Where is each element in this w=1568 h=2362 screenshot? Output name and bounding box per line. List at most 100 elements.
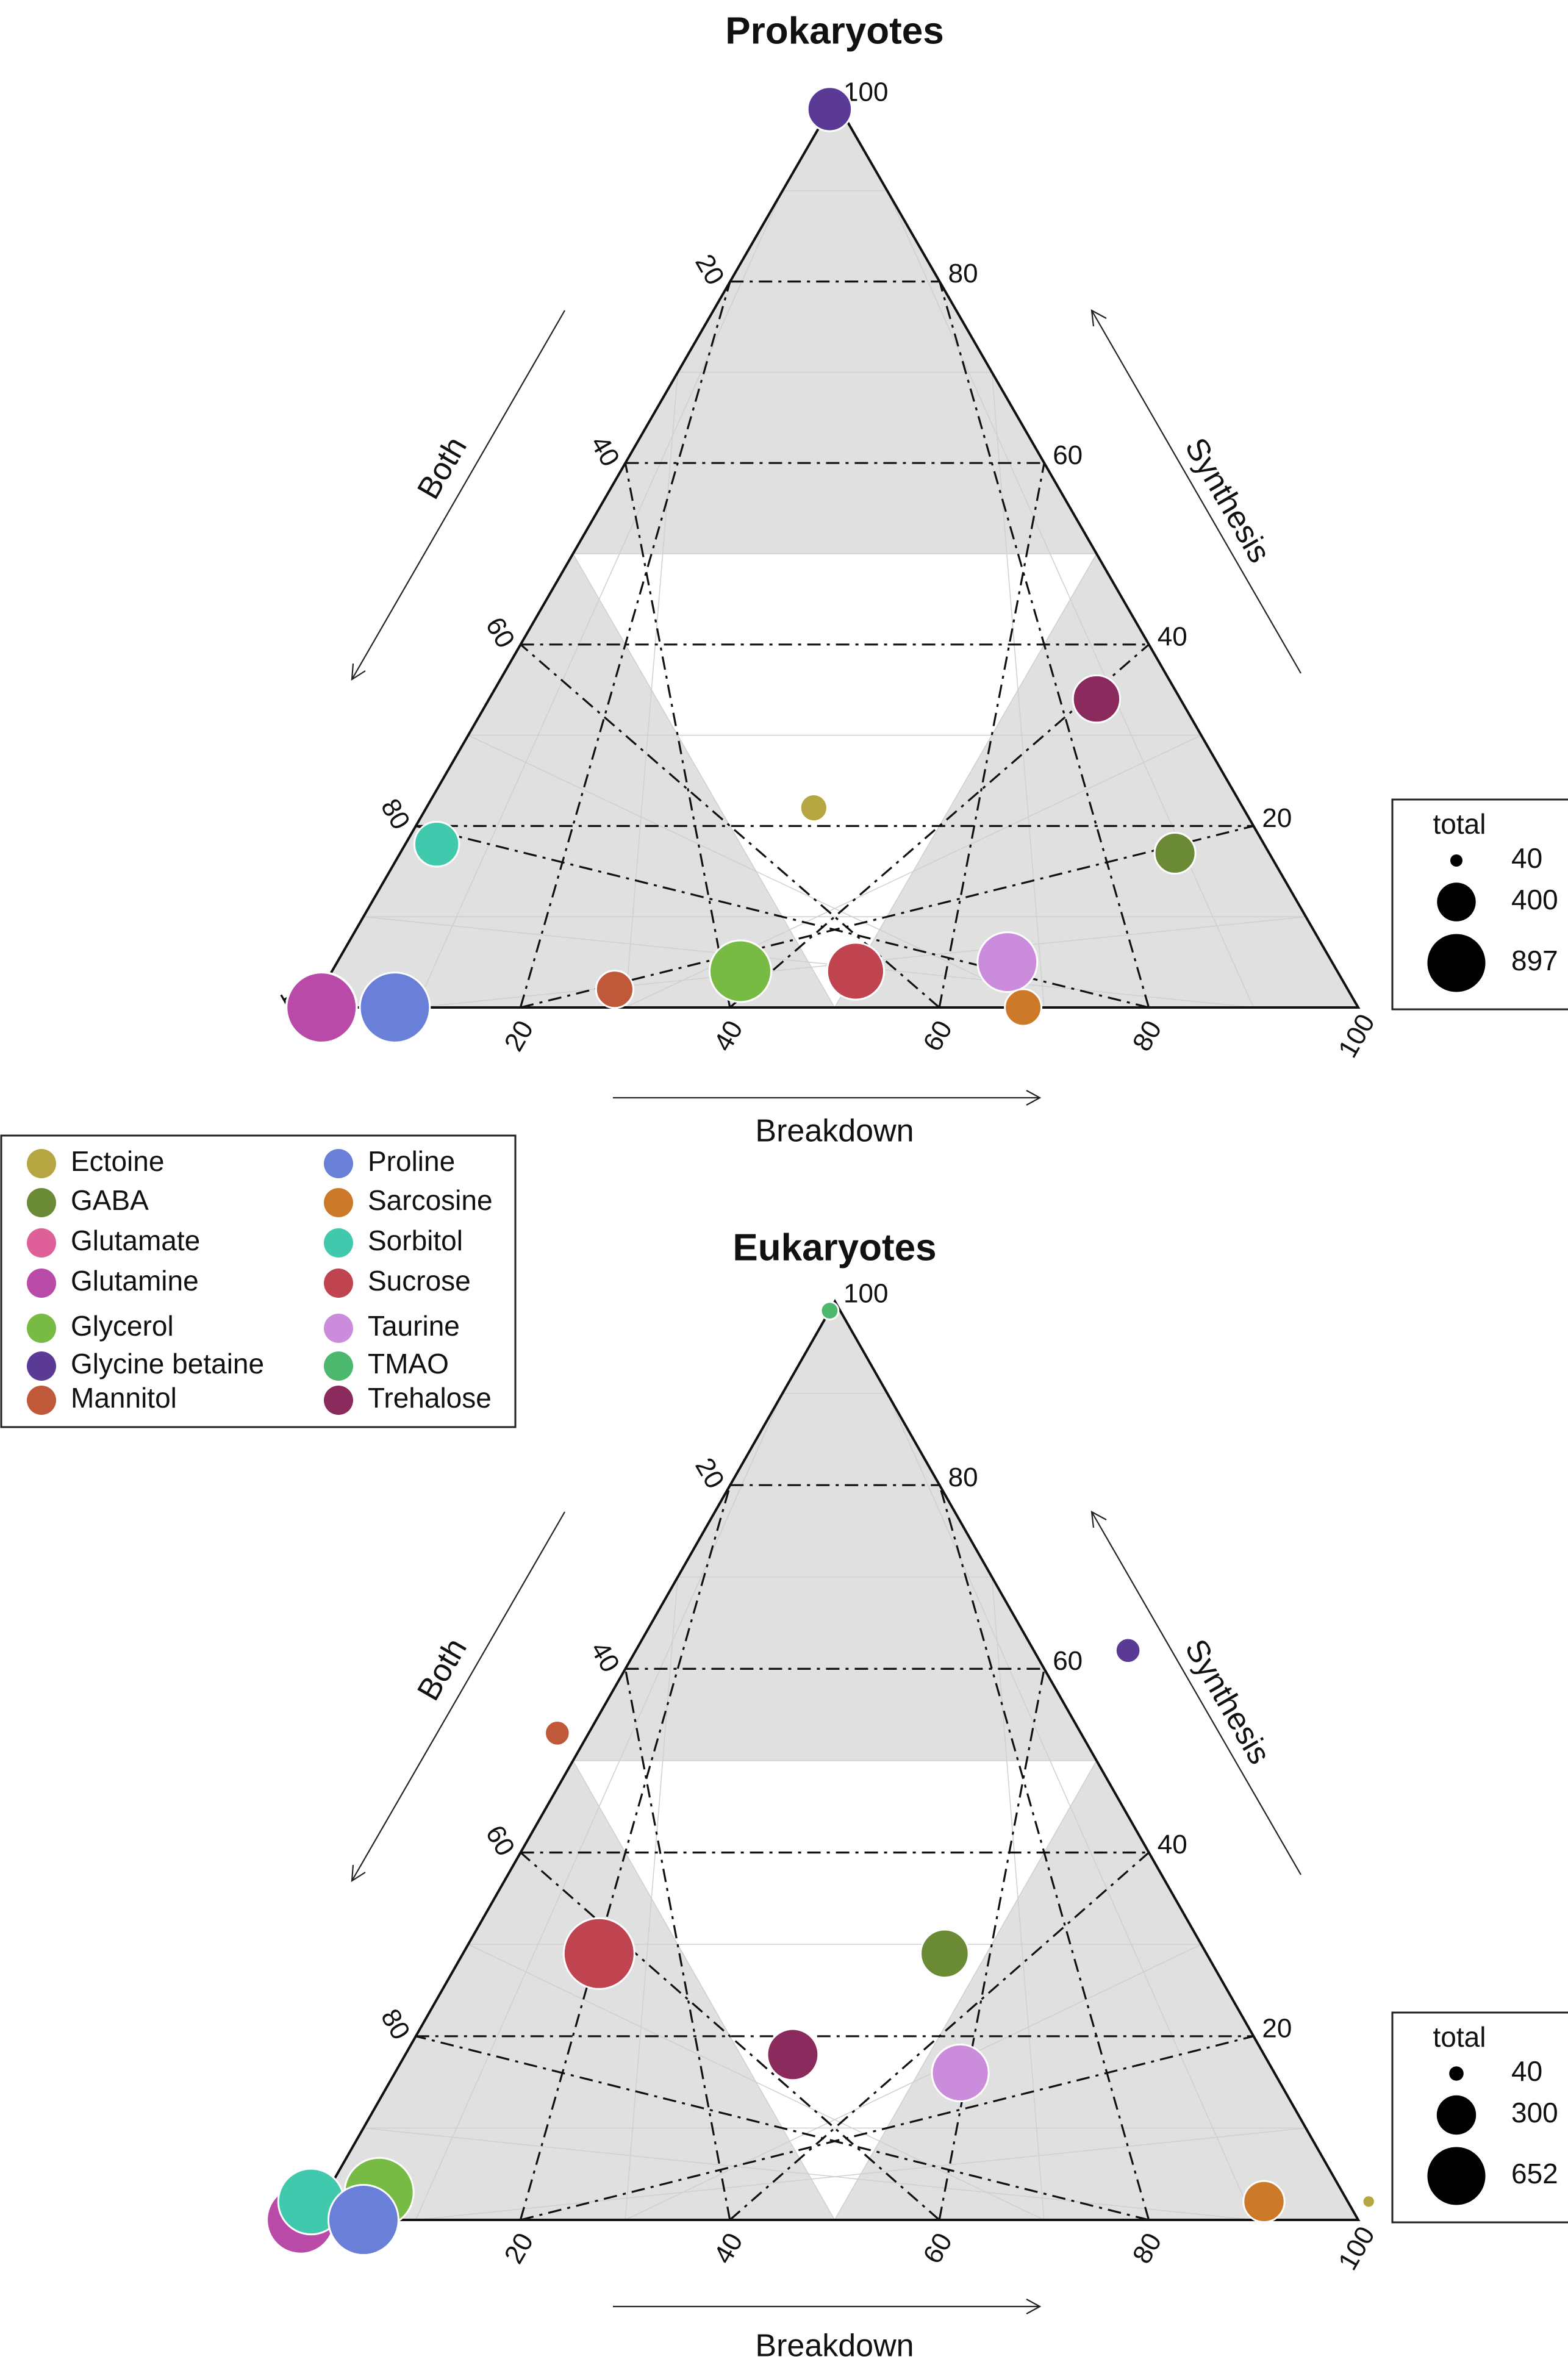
bubble-taurine: Taurine xyxy=(931,2043,990,2103)
legend-marker-gaba xyxy=(27,1188,56,1217)
legend-marker-glycerol xyxy=(27,1314,56,1343)
tick-label-breakdown: 20 xyxy=(498,1015,539,1056)
minor-grid xyxy=(363,190,1306,1008)
tick-label-breakdown: 80 xyxy=(1127,2228,1168,2269)
grid-line-minor xyxy=(834,1760,1097,2221)
species-legend-box xyxy=(0,1134,517,1428)
both-arrowhead xyxy=(351,663,366,681)
legend-marker-glutamine xyxy=(27,1269,56,1298)
grid-line-breakdown xyxy=(415,2035,1149,2221)
synthesis-arrowhead xyxy=(1090,1511,1107,1528)
chart-title: Prokaryotes xyxy=(725,10,943,52)
size-legend-label: 400 xyxy=(1511,884,1558,915)
tick-label-breakdown: 100 xyxy=(1333,1009,1381,1063)
size-legend-title: total xyxy=(1433,2021,1486,2053)
grid-line-minor xyxy=(468,1944,1045,2221)
legend-label: Glutamine xyxy=(71,1265,199,1297)
legend-label: GABA xyxy=(71,1184,149,1216)
breakdown-dominant-region xyxy=(834,554,1358,1007)
legend-label: Glycine betaine xyxy=(71,1348,264,1380)
bubble-trehalose: Trehalose xyxy=(766,2028,820,2081)
breakdown-arrowhead xyxy=(1026,2299,1042,2314)
legend-marker-mannitol xyxy=(27,1386,56,1415)
synthesis-arrow xyxy=(1091,310,1301,674)
tick-label-synthesis: 80 xyxy=(948,1462,978,1492)
bubble-proline: Proline xyxy=(327,2184,399,2256)
grid-line-minor xyxy=(887,1393,1254,2221)
legend-marker-sorbitol xyxy=(324,1228,353,1258)
size-legend-marker xyxy=(1437,882,1476,922)
legend-label: Ectoine xyxy=(71,1145,164,1177)
ternary-outline xyxy=(309,97,1361,1009)
tick-label-both: 40 xyxy=(584,1637,625,1678)
legend-marker-sarcosine xyxy=(324,1188,353,1217)
axis-label-synthesis: Synthesis xyxy=(1178,1633,1277,1770)
shaded-regions xyxy=(311,1301,1358,2220)
grid-line-breakdown xyxy=(624,462,731,1008)
size-legend: total 40 400 897 xyxy=(1391,798,1568,1011)
bubble-sucrose: Sucrose xyxy=(562,1917,635,1990)
bubble-sarcosine: Sarcosine xyxy=(1004,988,1043,1027)
legend-marker-glutamate xyxy=(27,1228,56,1258)
grid-line-breakdown xyxy=(624,1669,731,2221)
synthesis-dominant-region xyxy=(573,1301,1097,1761)
tick-label-synthesis: 60 xyxy=(1053,1646,1083,1676)
grid-line-minor xyxy=(991,1576,1045,2221)
size-legend-marker xyxy=(1436,2095,1477,2135)
tick-label-breakdown: 80 xyxy=(1127,1015,1168,1056)
grid-line-both xyxy=(520,825,1254,1009)
breakdown-dominant-region xyxy=(834,1761,1358,2220)
bubble-mannitol: Mannitol xyxy=(595,970,635,1009)
tick-label-breakdown: 20 xyxy=(498,2228,539,2269)
grid-line-both xyxy=(939,1484,1150,2221)
grid-line-minor xyxy=(572,1760,836,2221)
ternary-panel-eukaryotes: Eukaryotes 20 40 60 80 100 20 40 60 80 100 20 40 60 80… xyxy=(265,1226,1568,2362)
bubble-trehalose: Trehalose xyxy=(1072,674,1122,724)
legend-label: Trehalose xyxy=(368,1382,492,1414)
axis-label-both: Both xyxy=(410,1633,474,1707)
size-legend: total 40 300 652 xyxy=(1391,2011,1568,2224)
tick-label-both: 20 xyxy=(689,1453,730,1494)
bubble-glycine-betaine: Glycine betaine xyxy=(1114,1637,1142,1664)
bubble-sorbitol: Sorbitol xyxy=(413,821,460,868)
bubble-ectoine: Ectoine xyxy=(1361,2194,1376,2209)
size-legend-marker xyxy=(1450,854,1463,867)
legend-marker-tmao xyxy=(324,1351,353,1381)
shaded-regions xyxy=(311,100,1358,1007)
axis-label-synthesis: Synthesis xyxy=(1178,432,1277,568)
tick-label-breakdown: 60 xyxy=(917,1015,958,1056)
tick-label-both: 80 xyxy=(375,794,416,835)
legend-label: Mannitol xyxy=(71,1382,177,1414)
axis-label-breakdown: Breakdown xyxy=(755,2328,914,2362)
legend-marker-sucrose xyxy=(324,1269,353,1298)
grid-line-both xyxy=(939,281,1150,1008)
bubble-glycerol: Glycerol xyxy=(709,939,772,1003)
tick-label-both: 40 xyxy=(584,431,625,471)
size-legend-label: 300 xyxy=(1511,2097,1558,2128)
grid-line-both xyxy=(520,2035,1254,2221)
grid-line-both xyxy=(938,1669,1045,2221)
grid-line-both xyxy=(729,1852,1150,2221)
legend-marker-trehalose xyxy=(324,1386,353,1415)
breakdown-arrowhead xyxy=(1026,1090,1042,1106)
tick-label-both: 60 xyxy=(480,1820,521,1861)
grid-line-breakdown xyxy=(519,1484,731,2221)
bubble-glutamine: Glutamine xyxy=(285,972,358,1043)
legend-marker-glycine-betaine xyxy=(27,1351,56,1381)
size-legend-marker xyxy=(1449,2066,1464,2081)
legend-label: Taurine xyxy=(368,1310,460,1342)
ternary-outline xyxy=(309,1298,1361,2221)
tick-label-both: 20 xyxy=(689,249,730,290)
size-legend-marker xyxy=(1427,934,1486,992)
synthesis-arrow xyxy=(1091,1511,1301,1875)
synthesis-dominant-region xyxy=(573,100,1097,554)
grid-line-breakdown xyxy=(519,281,731,1008)
species-legend: Ectoine GABA Glutamate Glutamine Glycerol Gly… xyxy=(0,1134,517,1428)
bubble-proline: Proline xyxy=(359,972,431,1043)
tick-label-breakdown: 100 xyxy=(1333,2222,1381,2275)
bubble-ectoine: Ectoine xyxy=(799,793,828,823)
legend-marker-taurine xyxy=(324,1314,353,1343)
legend-marker-ectoine xyxy=(27,1149,56,1178)
synthesis-arrowhead xyxy=(1090,309,1107,327)
